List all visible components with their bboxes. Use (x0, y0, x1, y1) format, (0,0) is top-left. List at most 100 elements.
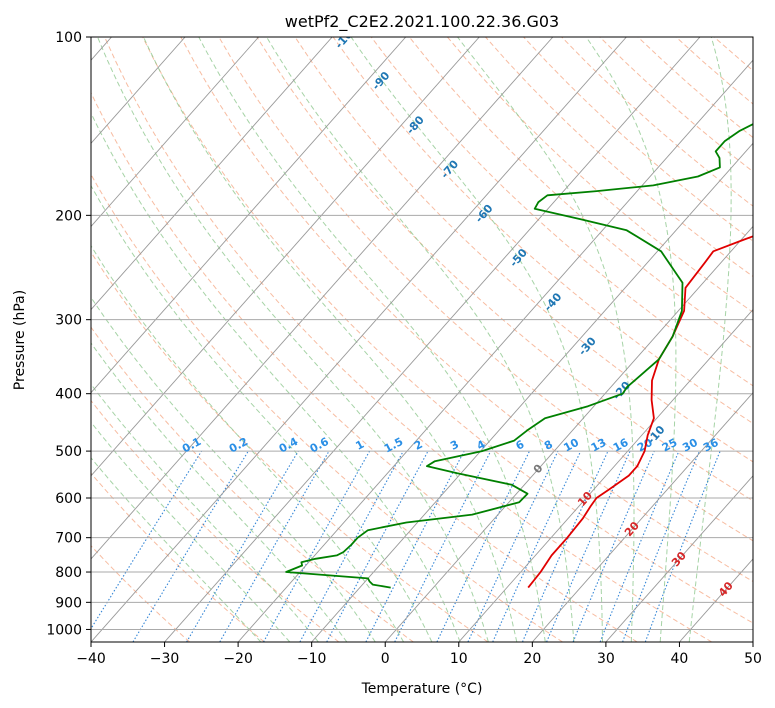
plot-frame (90, 36, 754, 643)
moist-adiabat (350, 37, 603, 642)
dry-adiabat (91, 251, 489, 642)
dry-adiabat (91, 91, 638, 642)
x-tick-label: 20 (523, 651, 541, 667)
dry-adiabat (91, 472, 265, 642)
line-annotation: 25 (660, 436, 680, 455)
dry-adiabat (523, 37, 753, 242)
moist-adiabat (91, 383, 319, 642)
y-tick-label: 100 (55, 30, 82, 46)
isotherm-line (458, 308, 753, 642)
line-annotation: 36 (701, 436, 721, 455)
mixing-ratio-line (326, 450, 429, 642)
mixing-ratio-line (467, 450, 559, 642)
x-tick-label: −20 (223, 651, 253, 667)
moist-adiabat (91, 457, 262, 642)
isobar-gridlines (91, 37, 753, 630)
line-annotation: 3 (448, 438, 461, 453)
y-tick-label: 500 (55, 444, 82, 460)
line-annotation: -60 (473, 202, 496, 226)
mixing-ratio-line (622, 450, 700, 642)
dry-adiabat (218, 37, 753, 542)
mixing-ratio-line (521, 450, 609, 642)
plot-area: -100-90-80-70-60-50-40-30-20-100.1 0.2 0.4… (91, 37, 753, 642)
dry-adiabat (91, 545, 191, 642)
line-annotation: 10 (561, 436, 581, 455)
isotherm-line (91, 37, 259, 228)
mixing-ratio-line (436, 450, 530, 642)
line-annotation: 13 (589, 436, 609, 455)
x-axis-title: Temperature (°C) (361, 681, 483, 697)
line-annotation: -70 (438, 157, 461, 181)
x-tick-label: 10 (450, 651, 468, 667)
isotherm-line (164, 37, 701, 642)
moist-adiabat (91, 111, 461, 642)
moist-adiabat (585, 37, 677, 642)
isotherm-line (91, 37, 186, 144)
moist-adiabat (457, 37, 635, 642)
line-annotation: -40 (541, 290, 564, 314)
chart-title: wetPf2_C2E2.2021.100.22.36.G03 (285, 12, 559, 32)
moist-adiabat (97, 37, 489, 642)
y-axis-title: Pressure (hPa) (12, 290, 28, 390)
mixing-ratio-lines (91, 450, 721, 642)
y-tick-label: 900 (55, 595, 82, 611)
moist-adiabats (91, 37, 732, 642)
moist-adiabat (143, 37, 518, 642)
x-tick-label: −10 (297, 651, 327, 667)
mixing-ratio-line (599, 450, 680, 642)
dry-adiabat (751, 37, 753, 39)
x-axis: −40 −30 −20 −10 0 10 20 30 40 50 (76, 642, 762, 667)
mixing-ratio-line (394, 450, 492, 642)
line-annotation: 0.1 (180, 435, 203, 456)
moist-adiabat (91, 244, 405, 642)
line-annotation: -30 (576, 334, 599, 358)
x-tick-label: 30 (597, 651, 615, 667)
dry-adiabat (675, 37, 753, 105)
dry-adiabat (408, 37, 753, 350)
isotherm-line (91, 37, 627, 642)
isotherm-line (91, 37, 480, 477)
profile-series (285, 123, 753, 589)
dry-adiabat (142, 37, 753, 624)
line-annotation: 30 (680, 436, 700, 455)
mixing-ratio-line (263, 450, 371, 642)
isotherm-line (605, 475, 753, 642)
mixing-ratio-line (492, 450, 582, 642)
temperature-profile-line (527, 235, 753, 589)
y-tick-label: 200 (55, 208, 82, 224)
moist-adiabat (91, 421, 291, 642)
isotherm-line (311, 142, 753, 642)
mixing-ratio-line (219, 450, 330, 642)
mixing-ratio-line (91, 450, 203, 630)
y-axis: 100 200 300 400 500 600 700 800 900 1000 (46, 30, 91, 638)
dry-adiabat (91, 399, 340, 642)
line-annotation: 8 (542, 438, 555, 453)
line-annotation: -50 (507, 246, 530, 270)
dry-adiabat (256, 37, 753, 502)
isotherm-line (237, 59, 753, 642)
dry-adiabat (637, 37, 753, 139)
line-annotation: 1 (353, 438, 366, 453)
x-tick-label: 40 (671, 651, 689, 667)
isotherm-line (91, 37, 554, 560)
dry-adiabat (599, 37, 753, 173)
isotherm-line (531, 391, 753, 642)
moist-adiabat (198, 37, 546, 642)
x-tick-label: 50 (744, 651, 762, 667)
y-tick-label: 400 (55, 387, 82, 403)
line-annotation: 0.2 (227, 435, 250, 456)
mixing-ratio-line (299, 450, 404, 642)
dry-adiabat (91, 173, 563, 642)
mixing-ratio-line (546, 450, 631, 642)
x-tick-label: −40 (76, 651, 106, 667)
isotherm-line (384, 225, 753, 642)
dry-adiabat (180, 37, 753, 583)
mixing-ratio-line (365, 450, 465, 642)
x-tick-label: −30 (150, 651, 180, 667)
mixing-ratio-line (572, 450, 655, 642)
y-tick-label: 700 (55, 531, 82, 547)
line-annotation: 16 (611, 436, 631, 455)
y-tick-label: 1000 (46, 622, 82, 638)
isotherm-line (91, 37, 407, 394)
